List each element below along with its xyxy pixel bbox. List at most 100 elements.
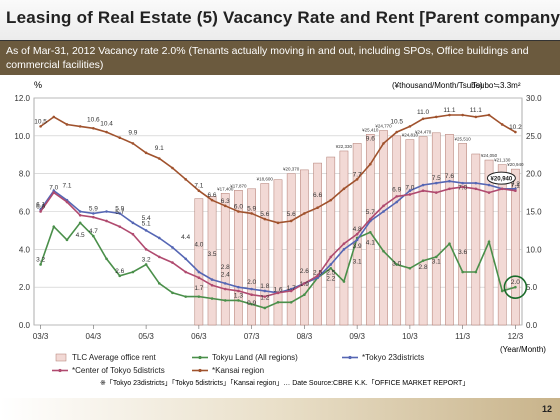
rent-data-label: ¥24,470 bbox=[415, 130, 432, 135]
series-point bbox=[210, 198, 214, 202]
legend-label: TLC Average office rent bbox=[72, 353, 157, 362]
series-point bbox=[210, 278, 214, 281]
series-point bbox=[303, 282, 306, 285]
series-point bbox=[382, 249, 385, 253]
rent-bar bbox=[273, 179, 283, 326]
series-point bbox=[52, 115, 56, 119]
value-label: 2.0 bbox=[247, 279, 256, 286]
series-point bbox=[184, 295, 187, 298]
x-tick-label: 11/3 bbox=[455, 332, 471, 341]
series-point bbox=[52, 225, 56, 228]
value-label: 10.4 bbox=[100, 120, 113, 127]
legend-marker bbox=[198, 368, 202, 373]
value-label: 4.1 bbox=[366, 239, 375, 246]
left-tick-label: 10.0 bbox=[14, 132, 30, 141]
legend: TLC Average office rent Tokyu Land (All r… bbox=[52, 353, 424, 375]
series-point bbox=[92, 126, 95, 130]
series-point bbox=[342, 187, 346, 191]
series-point bbox=[39, 263, 42, 266]
left-tick-label: 0.0 bbox=[19, 321, 31, 330]
series-point bbox=[461, 270, 464, 274]
series-point bbox=[118, 274, 122, 278]
value-label: 3.1 bbox=[432, 258, 441, 265]
series-point bbox=[171, 166, 174, 170]
rent-bar bbox=[300, 169, 309, 326]
rent-bar bbox=[234, 190, 243, 326]
value-label: 6.6 bbox=[313, 192, 322, 199]
value-label: 1.7 bbox=[287, 285, 296, 292]
series-point bbox=[157, 236, 161, 240]
footer-band bbox=[0, 398, 560, 420]
right-tick-label: 5.0 bbox=[526, 283, 538, 292]
series-point bbox=[474, 115, 478, 119]
series-point bbox=[487, 191, 491, 194]
series-point bbox=[131, 232, 135, 236]
series-point bbox=[434, 115, 438, 119]
series-point bbox=[382, 210, 385, 213]
value-label: 10.5 bbox=[390, 118, 403, 125]
rent-bar bbox=[247, 188, 256, 326]
series-point bbox=[118, 225, 122, 228]
rent-data-label: ¥17,870 bbox=[230, 183, 247, 188]
series-point bbox=[276, 301, 280, 304]
series-point bbox=[197, 295, 201, 298]
series-point bbox=[487, 113, 491, 117]
value-label: 3.2 bbox=[36, 256, 45, 263]
series-point bbox=[421, 189, 425, 192]
value-label: 1.8 bbox=[260, 283, 269, 290]
series-point bbox=[250, 302, 253, 306]
series-point bbox=[105, 219, 108, 223]
value-label: 7.1 bbox=[511, 183, 520, 190]
series-point bbox=[78, 213, 82, 217]
value-label: 1.2 bbox=[260, 294, 269, 301]
value-label: 2.5 bbox=[326, 270, 335, 277]
series-point bbox=[461, 181, 464, 185]
series-point bbox=[118, 212, 122, 215]
series-point bbox=[434, 191, 438, 194]
rent-bar bbox=[286, 173, 296, 326]
series-point bbox=[237, 210, 240, 213]
series-point bbox=[500, 187, 504, 191]
series-point bbox=[355, 238, 359, 242]
series-point bbox=[408, 193, 412, 196]
value-label: 5.9 bbox=[115, 205, 124, 212]
value-label: 2.5 bbox=[313, 270, 322, 277]
x-tick-label: 03/3 bbox=[33, 332, 49, 341]
left-axis-unit: % bbox=[34, 80, 42, 90]
value-label: 2.8 bbox=[419, 264, 428, 271]
series-point bbox=[39, 125, 42, 128]
rent-data-label: ¥24,770 bbox=[375, 124, 392, 129]
series-point bbox=[316, 206, 319, 210]
left-tick-label: 2.0 bbox=[19, 283, 31, 292]
rent-highlight-label: ¥20,940 bbox=[491, 177, 513, 183]
x-tick-label: 09/3 bbox=[349, 332, 365, 341]
series-point bbox=[237, 285, 240, 289]
legend-label: *Kansai region bbox=[212, 366, 264, 375]
series-point bbox=[434, 255, 438, 259]
x-tick-label: 12/3 bbox=[508, 332, 524, 341]
left-tick-label: 6.0 bbox=[19, 208, 31, 217]
series-point bbox=[448, 113, 451, 117]
series-point bbox=[171, 246, 174, 249]
series-point bbox=[316, 274, 319, 278]
series-point bbox=[65, 200, 69, 204]
series-point bbox=[157, 255, 161, 259]
legend-label: *Center of Tokyo 5districts bbox=[72, 366, 165, 375]
series-point bbox=[250, 212, 253, 215]
value-label: 7.7 bbox=[353, 171, 362, 178]
value-label: 3.5 bbox=[208, 251, 217, 258]
series-point bbox=[303, 293, 306, 297]
series-point bbox=[514, 285, 517, 289]
series-point bbox=[421, 259, 425, 262]
value-label: 5.6 bbox=[287, 211, 296, 218]
title-bar: Leasing of Real Estate (5) Vacancy Rate … bbox=[0, 0, 560, 42]
series-point bbox=[131, 270, 135, 274]
series-point bbox=[144, 248, 148, 251]
value-label: 2.6 bbox=[300, 268, 309, 275]
series-point bbox=[276, 291, 280, 295]
value-label: 2.8 bbox=[221, 264, 230, 271]
series-point bbox=[342, 280, 346, 283]
value-label: 1.9 bbox=[300, 281, 309, 288]
value-label: 7.0 bbox=[49, 185, 58, 192]
series-point bbox=[289, 289, 293, 293]
